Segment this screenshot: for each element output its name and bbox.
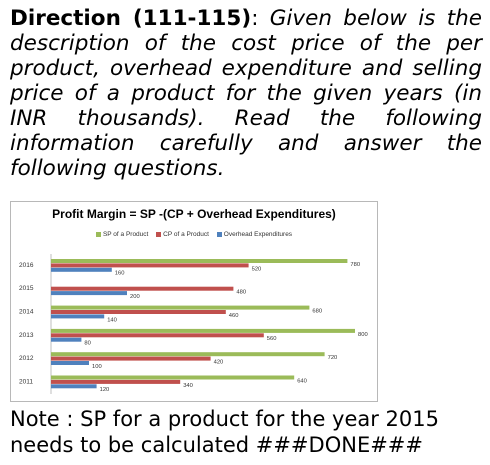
direction-colon: :: [251, 6, 270, 31]
note-text: Note : SP for a product for the year 201…: [10, 407, 440, 457]
legend-item-overhead: Overhead Expenditures: [216, 231, 293, 238]
legend-swatch-cp: [156, 231, 162, 237]
data-label: 780: [350, 262, 360, 268]
legend-label-overhead: Overhead Expenditures: [223, 231, 293, 238]
category-label: 2012: [19, 355, 34, 362]
bar-2012-0: [51, 352, 325, 357]
data-label: 720: [328, 355, 338, 361]
chart-area: Profit Margin = SP -(CP + Overhead Expen…: [10, 201, 378, 402]
legend-item-cp: CP of a Product: [156, 231, 209, 238]
bar-2016-2: [51, 267, 112, 272]
direction-heading: Direction (111-115): [10, 6, 252, 31]
data-label: 140: [107, 317, 117, 323]
chart-title: Profit Margin = SP -(CP + Overhead Expen…: [52, 207, 336, 221]
data-label: 200: [130, 294, 140, 300]
bar-2014-2: [51, 314, 105, 319]
category-label: 2014: [19, 309, 34, 316]
bar-2015-1: [51, 286, 234, 291]
bar-2012-1: [51, 356, 211, 361]
bar-2016-0: [51, 259, 348, 263]
data-label: 160: [115, 271, 125, 277]
bar-2013-0: [51, 328, 355, 333]
data-label: 120: [100, 387, 110, 393]
bar-chart-plot: 2016 780 520 160 2015 480 200 2014 680 460 140 2013…: [19, 254, 368, 394]
data-label: 420: [214, 360, 224, 366]
bar-2012-2: [51, 361, 89, 365]
bar-2013-2: [51, 337, 82, 342]
legend-item-sp: SP of a Product: [95, 231, 149, 238]
bar-2015-2: [51, 291, 127, 296]
data-label: 640: [297, 378, 307, 384]
data-label: 80: [84, 341, 90, 347]
bar-2014-0: [51, 305, 310, 310]
data-label: 800: [358, 332, 368, 338]
bar-2011-2: [51, 384, 97, 389]
data-label: 100: [92, 364, 102, 370]
direction-text: Direction (111-115): Given below is the …: [10, 6, 482, 181]
bar-2014-1: [51, 310, 226, 314]
category-label: 2016: [19, 262, 34, 269]
category-label: 2013: [19, 332, 34, 339]
bar-2013-1: [51, 333, 264, 338]
bar-2011-0: [51, 375, 295, 380]
data-label: 560: [267, 336, 277, 342]
data-label: 340: [183, 383, 193, 389]
category-label: 2015: [19, 285, 34, 292]
chart-legend: SP of a Product CP of a Product Overhead…: [11, 231, 377, 238]
legend-label-sp: SP of a Product: [102, 231, 149, 238]
category-label: 2011: [19, 378, 33, 385]
legend-label-cp: CP of a Product: [163, 231, 209, 238]
bar-2016-1: [51, 263, 249, 268]
data-label: 680: [312, 309, 322, 315]
direction-body: Given below is the description of the co…: [10, 6, 482, 181]
data-label: 520: [252, 266, 262, 272]
data-label: 480: [236, 290, 246, 296]
data-label: 460: [229, 313, 239, 319]
legend-swatch-overhead: [216, 231, 222, 237]
legend-swatch-sp: [95, 231, 101, 237]
bar-2011-1: [51, 379, 181, 384]
